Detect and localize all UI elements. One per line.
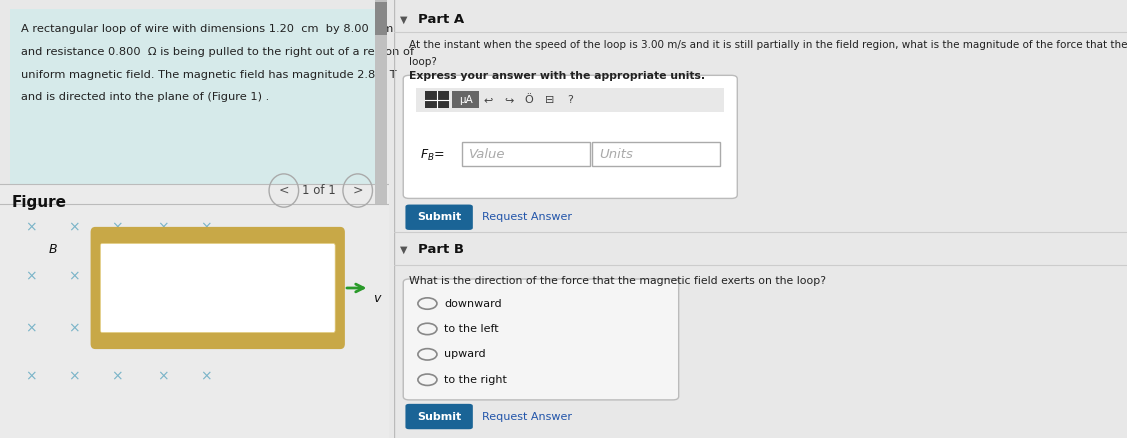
FancyBboxPatch shape [0,184,389,438]
FancyBboxPatch shape [406,205,473,230]
Text: ⊟: ⊟ [545,95,554,105]
Text: A rectangular loop of wire with dimensions 1.20  cm  by 8.00  cm: A rectangular loop of wire with dimensio… [21,24,393,34]
Text: ×: × [68,221,80,235]
Text: At the instant when the speed of the loop is 3.00 m/s and it is still partially : At the instant when the speed of the loo… [409,40,1127,50]
Text: downward: downward [444,299,502,308]
Text: Submit: Submit [417,412,461,421]
Text: >: > [353,184,363,197]
Text: $\mathit{B}$: $\mathit{B}$ [47,243,57,256]
Text: $F_{B}$=: $F_{B}$= [420,148,445,163]
Text: Submit: Submit [417,212,461,222]
Text: Part B: Part B [418,243,464,256]
Text: uniform magnetic field. The magnetic field has magnitude 2.80  T: uniform magnetic field. The magnetic fie… [21,70,397,80]
FancyBboxPatch shape [375,2,387,35]
Text: ×: × [68,370,80,384]
FancyBboxPatch shape [425,91,449,108]
FancyBboxPatch shape [462,142,591,166]
Text: and resistance 0.800  Ω is being pulled to the right out of a region of: and resistance 0.800 Ω is being pulled t… [21,47,415,57]
Text: <: < [278,184,290,197]
Text: to the right: to the right [444,375,507,385]
Text: ×: × [174,304,185,318]
Text: ?: ? [567,95,574,105]
Text: What is the direction of the force that the magnetic field exerts on the loop?: What is the direction of the force that … [409,276,826,286]
Text: ▲: ▲ [378,194,384,204]
Text: ▼: ▼ [400,15,408,25]
Text: ×: × [123,256,134,270]
FancyBboxPatch shape [100,244,335,332]
FancyBboxPatch shape [403,279,678,400]
Text: loop?: loop? [409,57,437,67]
Text: to the left: to the left [444,324,499,334]
Text: Request Answer: Request Answer [482,412,573,421]
Text: ×: × [68,269,80,283]
FancyBboxPatch shape [403,75,737,198]
Text: ×: × [25,269,37,283]
Text: and is directed into the plane of (Figure 1) .: and is directed into the plane of (Figur… [21,92,269,102]
Text: ×: × [201,221,212,235]
FancyBboxPatch shape [452,91,479,108]
Text: ×: × [158,221,169,235]
Text: 1 of 1: 1 of 1 [302,184,336,197]
Text: ×: × [158,370,169,384]
Text: ×: × [68,321,80,336]
FancyBboxPatch shape [592,142,720,166]
Text: ▼: ▼ [400,245,408,254]
Text: ×: × [174,256,185,270]
FancyBboxPatch shape [406,404,473,429]
FancyBboxPatch shape [10,9,378,184]
FancyBboxPatch shape [375,0,387,204]
Text: ↪: ↪ [504,95,514,105]
Text: Request Answer: Request Answer [482,212,573,222]
Text: ×: × [25,321,37,336]
Text: ×: × [223,256,236,270]
Text: upward: upward [444,350,486,359]
Text: ×: × [25,221,37,235]
Text: Value: Value [469,148,506,161]
FancyBboxPatch shape [417,88,724,112]
Text: Figure: Figure [11,195,66,210]
FancyBboxPatch shape [90,227,345,349]
Text: ×: × [201,370,212,384]
Text: ×: × [25,370,37,384]
Text: Express your answer with the appropriate units.: Express your answer with the appropriate… [409,71,706,81]
Text: Units: Units [598,148,632,161]
Text: $\mathit{v}$: $\mathit{v}$ [373,293,383,305]
Text: ×: × [110,221,123,235]
Text: ×: × [223,304,236,318]
Text: ×: × [123,304,134,318]
Text: Part A: Part A [418,13,464,26]
Text: μA: μA [459,95,472,105]
Text: ↩: ↩ [483,95,492,105]
Text: ×: × [110,370,123,384]
Text: Ö: Ö [525,95,533,105]
